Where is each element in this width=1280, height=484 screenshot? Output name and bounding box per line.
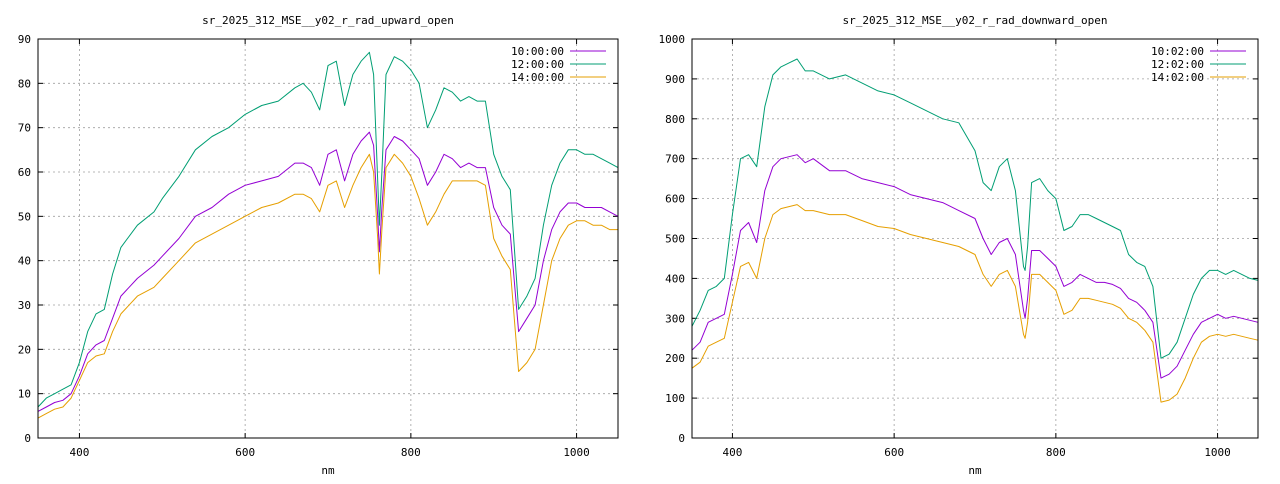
y-tick-label: 100 [665, 392, 685, 405]
y-tick-label: 300 [665, 312, 685, 325]
upward-radiance-chart-svg: sr_2025_312_MSE__y02_r_rad_upward_open n… [18, 14, 619, 477]
axis-ticks [38, 38, 618, 439]
series-line-0 [37, 131, 619, 412]
y-tick-label: 40 [18, 255, 31, 268]
y-tick-label: 0 [24, 432, 31, 445]
y-tick-label: 400 [665, 272, 685, 285]
plot-frame [691, 38, 1259, 439]
series-line-1 [691, 58, 1259, 359]
x-tick-label: 600 [235, 446, 255, 459]
x-tick-label: 1000 [563, 446, 590, 459]
x-axis-label: nm [968, 464, 982, 477]
y-tick-label: 20 [18, 343, 31, 356]
y-tick-label: 30 [18, 299, 31, 312]
legend-label: 14:00:00 [511, 71, 564, 84]
grid-lines [692, 39, 1258, 438]
y-tick-label: 800 [665, 113, 685, 126]
y-tick-label: 70 [18, 122, 31, 135]
downward-radiance-chart-svg: sr_2025_312_MSE__y02_r_rad_downward_open… [659, 14, 1259, 477]
y-tick-label: 200 [665, 352, 685, 365]
downward-radiance-chart: sr_2025_312_MSE__y02_r_rad_downward_open… [640, 0, 1280, 480]
series-line-2 [691, 204, 1259, 403]
grid-lines [38, 39, 618, 438]
y-tick-label: 60 [18, 166, 31, 179]
series-line-2 [37, 153, 618, 419]
plot-frame [37, 38, 619, 439]
y-tick-label: 600 [665, 193, 685, 206]
x-tick-label: 400 [722, 446, 742, 459]
y-tick-label: 700 [665, 153, 685, 166]
y-tick-label: 50 [18, 210, 31, 223]
x-tick-label: 800 [401, 446, 421, 459]
x-axis-label: nm [321, 464, 335, 477]
x-tick-label: 600 [884, 446, 904, 459]
legend-label: 10:00:00 [511, 45, 564, 58]
x-tick-label: 1000 [1204, 446, 1231, 459]
x-tick-label: 400 [69, 446, 89, 459]
legend-label: 10:02:00 [1151, 45, 1204, 58]
series-line-1 [37, 51, 619, 408]
series-line-0 [691, 154, 1259, 379]
y-tick-label: 500 [665, 233, 685, 246]
x-tick-label: 800 [1046, 446, 1066, 459]
y-tick-label: 900 [665, 73, 685, 86]
y-tick-label: 90 [18, 33, 31, 46]
upward-radiance-chart: sr_2025_312_MSE__y02_r_rad_upward_open n… [0, 0, 640, 480]
y-tick-label: 10 [18, 388, 31, 401]
chart-title: sr_2025_312_MSE__y02_r_rad_downward_open [843, 14, 1108, 27]
y-tick-label: 80 [18, 77, 31, 90]
chart-title: sr_2025_312_MSE__y02_r_rad_upward_open [202, 14, 454, 27]
y-tick-label: 0 [678, 432, 685, 445]
legend-label: 12:02:00 [1151, 58, 1204, 71]
legend-label: 14:02:00 [1151, 71, 1204, 84]
y-tick-label: 1000 [659, 33, 686, 46]
legend-label: 12:00:00 [511, 58, 564, 71]
